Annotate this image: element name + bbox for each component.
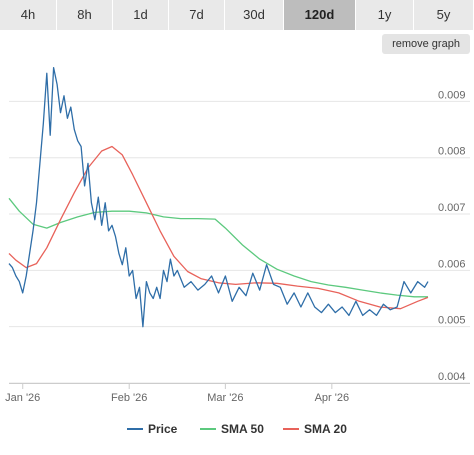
x-axis: Jan '26 Feb '26 Mar '26 Apr '26 [5, 383, 470, 404]
grid-lines [9, 62, 470, 384]
remove-graph-button[interactable]: remove graph [382, 34, 470, 54]
x-tick-label: Jan '26 [5, 392, 40, 404]
x-tick-label: Feb '26 [111, 392, 147, 404]
legend-label: SMA 20 [304, 422, 347, 436]
y-tick-label: 0.009 [438, 89, 466, 101]
series-line-price [8, 66, 429, 328]
y-tick-label: 0.006 [438, 258, 466, 270]
y-tick-label: 0.008 [438, 146, 466, 158]
range-tab-30d[interactable]: 30d [225, 0, 284, 30]
range-tab-1y[interactable]: 1y [356, 0, 414, 30]
series-line-sma-50 [8, 197, 428, 298]
x-tick-label: Apr '26 [315, 392, 350, 404]
legend-label: SMA 50 [221, 422, 264, 436]
series-line-sma-20 [8, 145, 429, 310]
legend-item-sma-20[interactable]: SMA 20 [283, 422, 347, 436]
legend-label: Price [148, 422, 178, 436]
range-tab-1d[interactable]: 1d [113, 0, 169, 30]
y-axis: 0.004 0.005 0.006 0.007 0.008 0.009 [438, 89, 466, 383]
range-tab-8h[interactable]: 8h [57, 0, 113, 30]
legend-item-price[interactable]: Price [127, 422, 178, 436]
y-tick-label: 0.004 [438, 371, 466, 383]
legend[interactable]: Price SMA 50 SMA 20 [127, 422, 347, 436]
range-tab-120d[interactable]: 120d [284, 0, 356, 30]
legend-item-sma-50[interactable]: SMA 50 [200, 422, 264, 436]
series-lines [8, 66, 429, 328]
range-tab-7d[interactable]: 7d [169, 0, 225, 30]
range-selector: 4h 8h 1d 7d 30d 120d 1y 5y [0, 0, 474, 30]
y-tick-label: 0.005 [438, 315, 466, 327]
y-tick-label: 0.007 [438, 202, 466, 214]
x-tick-label: Mar '26 [207, 392, 243, 404]
range-tab-4h[interactable]: 4h [0, 0, 57, 30]
